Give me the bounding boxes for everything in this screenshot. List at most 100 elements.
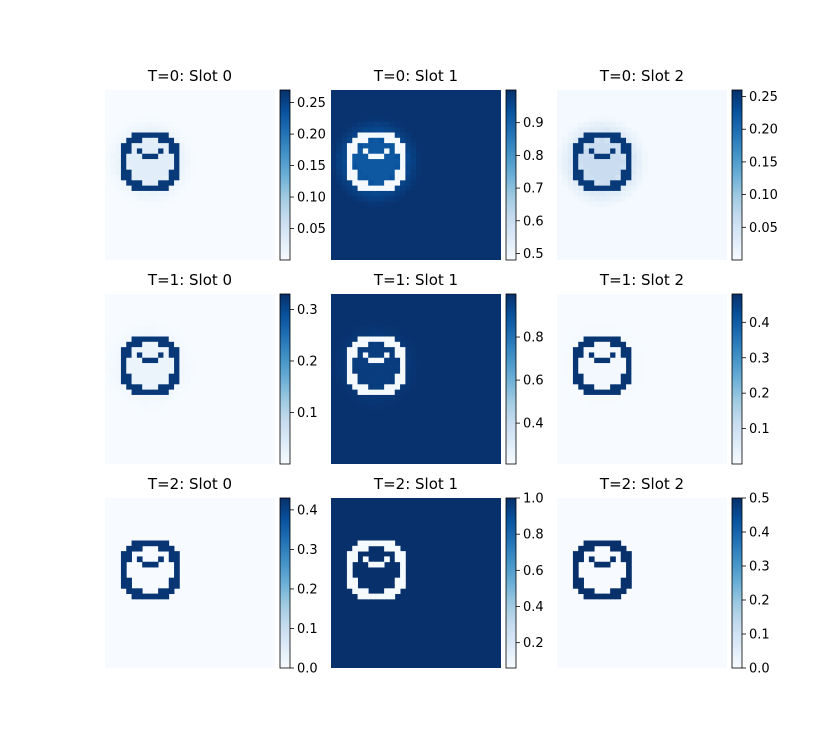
heatmap-cell (373, 190, 380, 197)
heatmap-cell (126, 588, 132, 595)
heatmap-cell (410, 153, 417, 160)
heatmap-cell (179, 180, 186, 187)
heatmap-cell (142, 196, 148, 202)
panel-title: T=2: Slot 1 (373, 475, 458, 493)
heatmap-cell (588, 180, 595, 187)
heatmap-cell (152, 384, 159, 391)
heatmap-cell (147, 325, 154, 332)
heatmap-cell (136, 116, 143, 123)
heatmap-cell (578, 148, 584, 155)
heatmap-cell (357, 373, 364, 380)
heatmap-cell (594, 368, 600, 375)
heatmap-cell (131, 400, 138, 406)
heatmap-cell (158, 394, 164, 401)
heatmap-cell (588, 357, 595, 364)
heatmap-cell (105, 363, 111, 369)
heatmap-cell (610, 116, 616, 123)
heatmap-cell (168, 169, 175, 176)
colorbar-tick-label: 0.1 (749, 628, 770, 643)
heatmap-cell (588, 384, 595, 391)
heatmap-cell (174, 127, 180, 133)
heatmap-cell (131, 368, 138, 375)
heatmap-cell (583, 363, 590, 369)
heatmap-cell (620, 180, 627, 187)
heatmap-cell (158, 352, 164, 359)
heatmap-cell (346, 373, 353, 380)
heatmap-cell (583, 325, 590, 332)
heatmap-cell (120, 137, 127, 144)
heatmap-cell (126, 341, 132, 348)
heatmap-cell (115, 175, 122, 181)
colorbar-gradient (505, 293, 517, 465)
heatmap-cell (362, 405, 369, 412)
heatmap-cell (620, 121, 627, 128)
heatmap-cell (389, 588, 396, 595)
heatmap-cell (588, 153, 595, 160)
heatmap-cell (357, 593, 364, 600)
heatmap-cell (352, 336, 358, 343)
colorbar-tick-label: 0.05 (297, 222, 326, 237)
heatmap-cell (115, 169, 122, 176)
heatmap-cell (131, 540, 138, 547)
heatmap-cell (174, 143, 180, 149)
heatmap-cell (346, 159, 353, 165)
heatmap-cell (588, 127, 595, 133)
heatmap-cell (599, 352, 606, 359)
panel: T=1: Slot 20.10.20.30.4 (557, 271, 770, 465)
heatmap-cell (594, 405, 600, 412)
heatmap-cell (578, 121, 584, 128)
heatmap-cell (394, 545, 401, 552)
heatmap-cell (174, 153, 180, 160)
heatmap-cell (567, 389, 574, 396)
heatmap-cell (400, 347, 406, 353)
heatmap-cell (136, 143, 143, 149)
heatmap (557, 294, 727, 464)
heatmap-cell (142, 389, 148, 396)
heatmap-cell (620, 169, 627, 176)
heatmap-cell (168, 352, 175, 359)
heatmap-cell (131, 389, 138, 396)
heatmap-cell (131, 127, 138, 133)
heatmap-cell (631, 336, 638, 343)
heatmap-cell (120, 389, 127, 396)
heatmap-cell (357, 159, 364, 165)
heatmap-cell (341, 190, 348, 197)
heatmap-cell (163, 400, 170, 406)
heatmap-cell (179, 336, 186, 343)
heatmap-cell (152, 143, 159, 149)
heatmap-background (557, 498, 727, 668)
heatmap-cell (389, 180, 396, 187)
heatmap-cell (341, 384, 348, 391)
heatmap-cell (594, 201, 600, 208)
colorbar-tick-label: 0.2 (749, 594, 770, 609)
heatmap-cell (594, 320, 600, 327)
heatmap-cell (583, 545, 590, 552)
heatmap-cell (126, 175, 132, 181)
heatmap-cell (599, 143, 606, 149)
heatmap-cell (599, 336, 606, 343)
heatmap-cell (152, 175, 159, 181)
heatmap-cell (341, 132, 348, 139)
heatmap-cell (368, 352, 374, 359)
heatmap-cell (594, 400, 600, 406)
heatmap-cell (567, 331, 574, 337)
heatmap-cell (599, 153, 606, 160)
heatmap-cell (599, 561, 606, 568)
colorbar-tick-label: 0.1 (749, 422, 770, 437)
heatmap-cell (174, 577, 180, 584)
heatmap-cell (147, 352, 154, 359)
heatmap-cell (378, 132, 385, 139)
heatmap-cell (362, 373, 369, 380)
heatmap-cell (384, 400, 390, 406)
heatmap-cell (405, 137, 412, 144)
heatmap-cell (384, 320, 390, 327)
heatmap-cell (578, 352, 584, 359)
heatmap-cell (620, 153, 627, 160)
heatmap (557, 90, 727, 260)
heatmap-cell (336, 180, 343, 187)
heatmap-cell (168, 180, 175, 187)
heatmap-cell (378, 148, 385, 155)
heatmap-cell (410, 384, 417, 391)
heatmap-cell (594, 384, 600, 391)
colorbar-tick-label: 0.6 (523, 564, 544, 579)
